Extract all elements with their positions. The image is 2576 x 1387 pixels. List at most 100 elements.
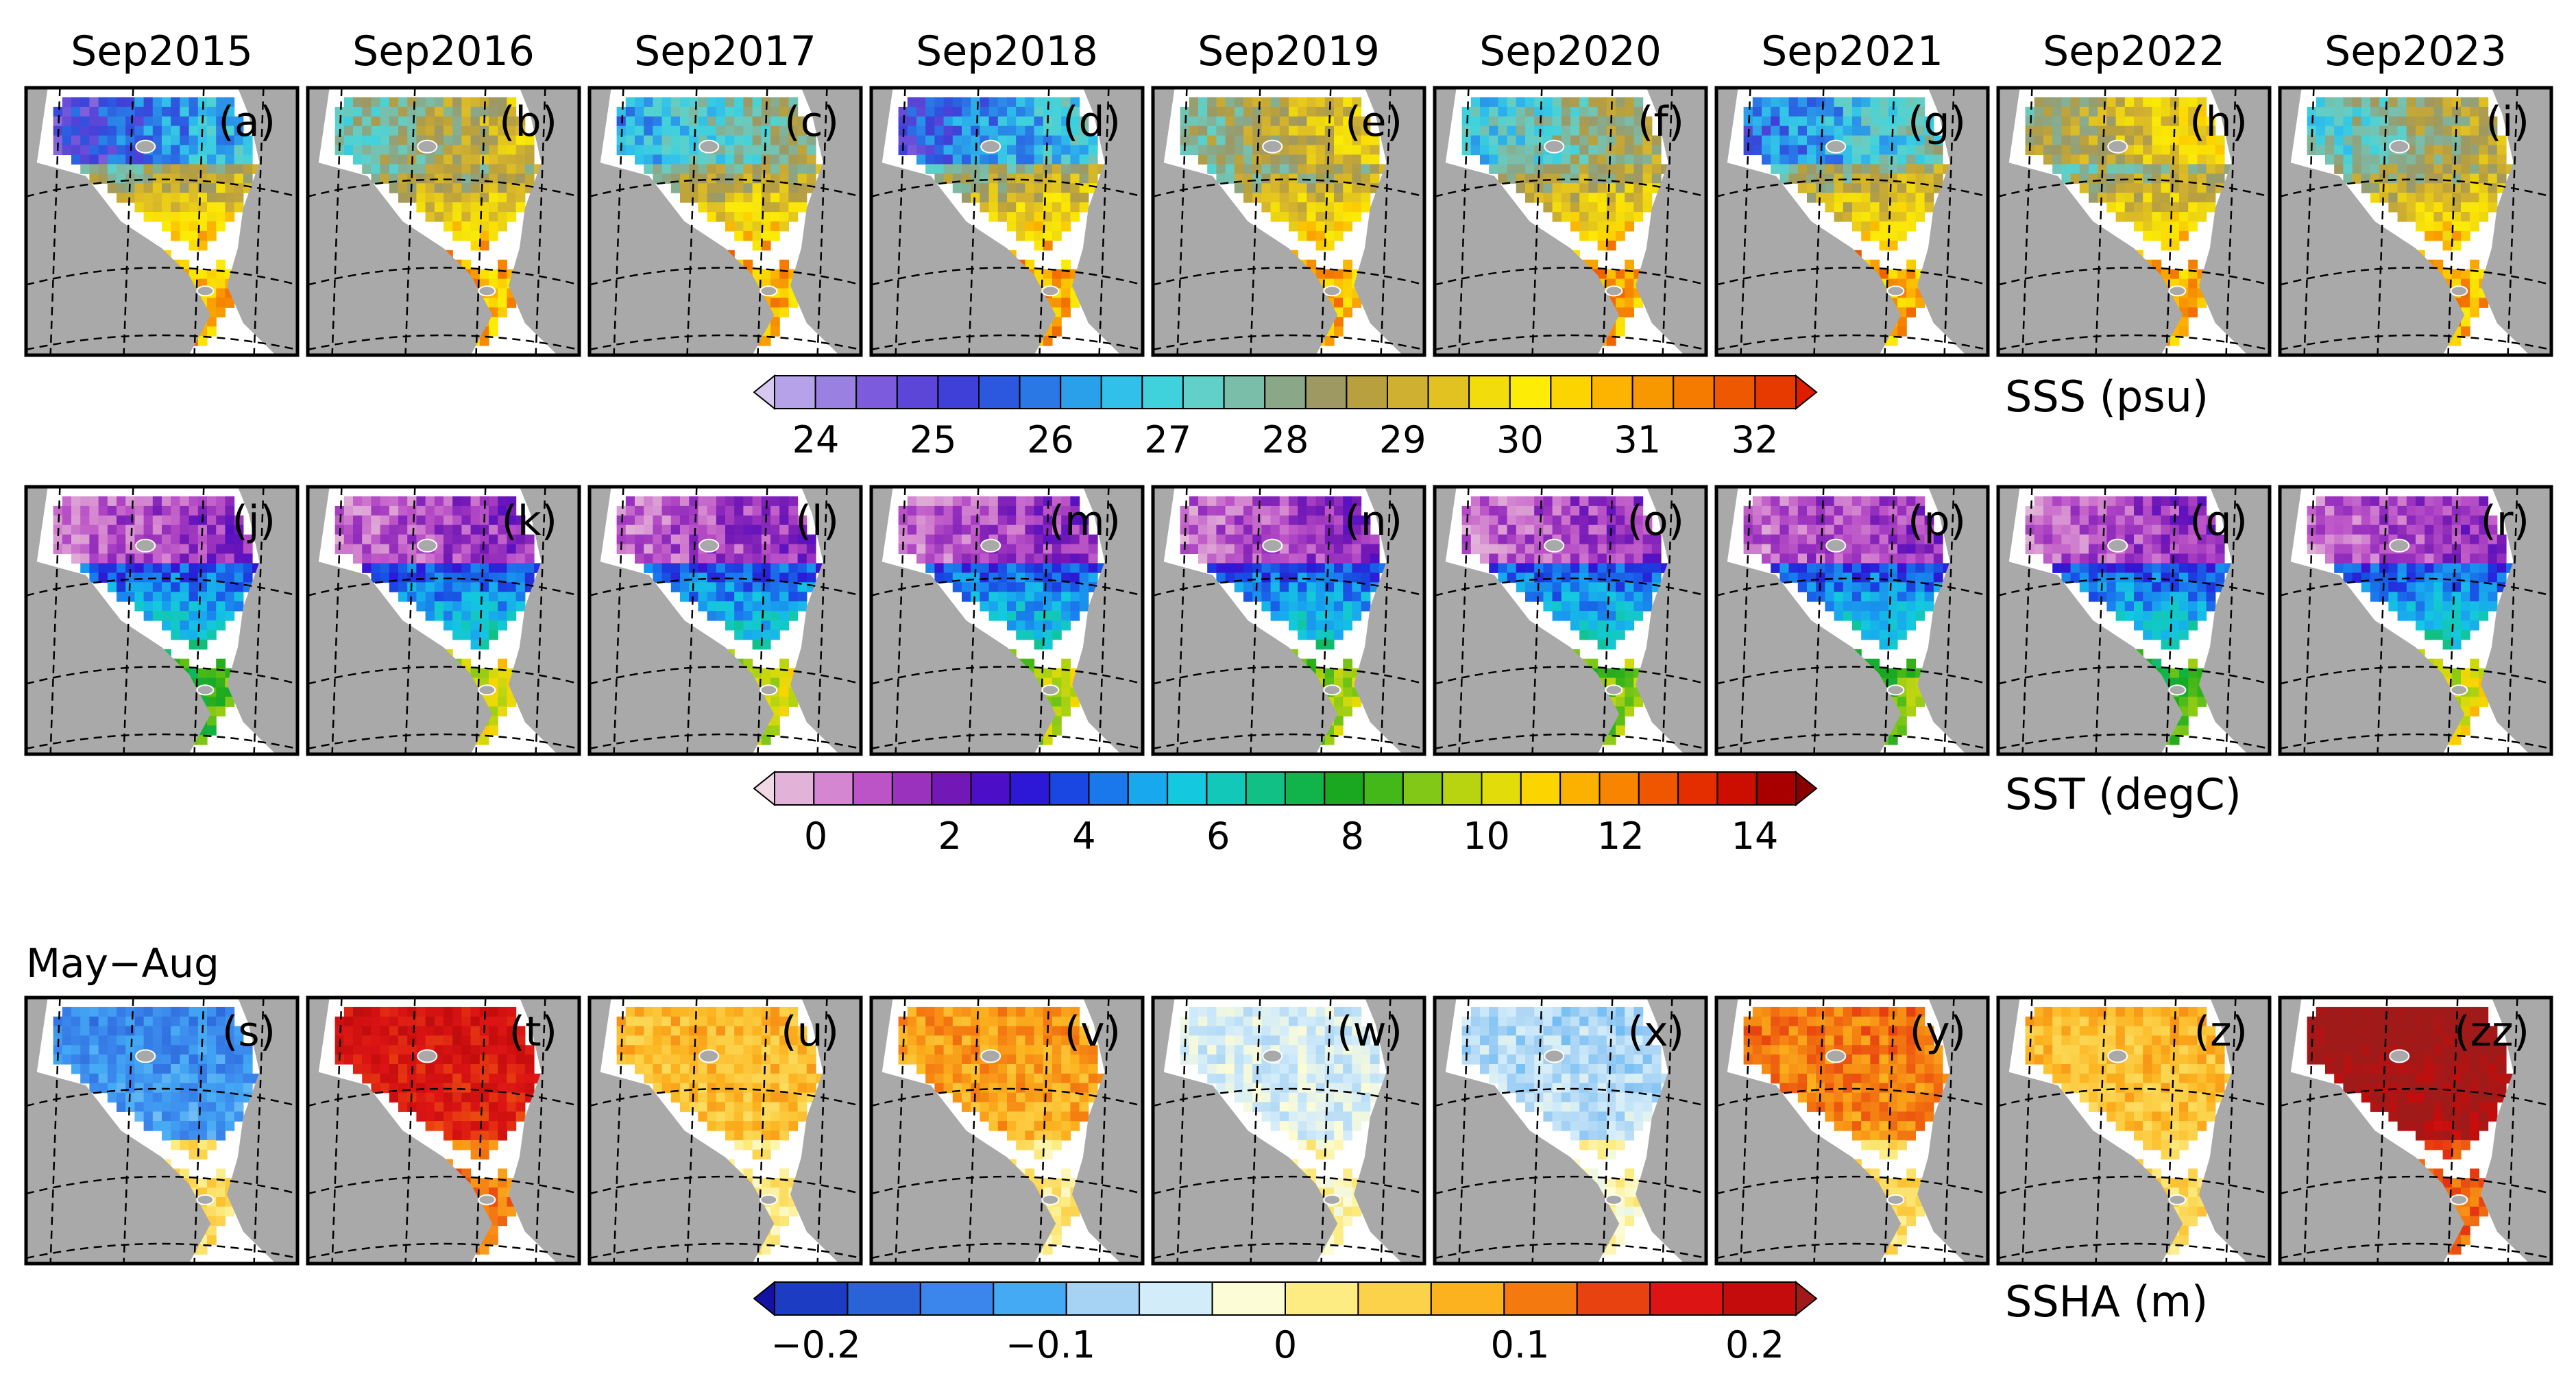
- heat-cell: [171, 611, 180, 621]
- heat-cell: [2433, 145, 2444, 156]
- heat-cell: [1606, 269, 1616, 280]
- heat-cell: [752, 269, 762, 280]
- heat-cell: [2334, 164, 2344, 174]
- heat-cell: [1052, 183, 1062, 193]
- heat-cell: [1289, 212, 1298, 222]
- heat-cell: [470, 154, 481, 165]
- heat-cell: [1525, 106, 1535, 117]
- heat-cell: [189, 154, 199, 165]
- heat-cell: [498, 582, 507, 592]
- heat-cell: [1370, 173, 1380, 184]
- heat-cell: [1480, 116, 1490, 127]
- heat-cell: [1270, 116, 1280, 127]
- heat-cell: [180, 620, 190, 631]
- heat-cell: [625, 515, 635, 526]
- heat-cell: [134, 505, 145, 516]
- heat-cell: [2379, 125, 2389, 136]
- heat-cell: [443, 620, 453, 631]
- heat-cell: [180, 534, 190, 545]
- heat-cell: [2179, 164, 2189, 174]
- heat-cell: [362, 505, 372, 516]
- heat-cell: [689, 534, 698, 545]
- heat-cell: [416, 515, 426, 526]
- heat-cell: [770, 230, 780, 241]
- heat-cell: [1616, 202, 1625, 213]
- heat-cell: [962, 193, 971, 203]
- heat-cell: [1307, 193, 1317, 203]
- heat-cell: [2361, 164, 2371, 174]
- heat-cell: [2406, 164, 2416, 174]
- heat-cell: [225, 154, 235, 165]
- heat-cell: [997, 183, 1008, 193]
- heat-cell: [425, 97, 435, 108]
- heat-cell: [107, 164, 117, 174]
- heat-cell: [2470, 212, 2479, 222]
- heat-cell: [1933, 173, 1943, 184]
- heat-cell: [1597, 230, 1607, 241]
- heat-cell: [698, 116, 708, 127]
- heat-cell: [1552, 202, 1562, 213]
- heat-cell: [1588, 212, 1599, 222]
- longitude-line: [475, 87, 487, 356]
- heat-cell: [788, 212, 799, 222]
- heat-cell: [507, 116, 517, 127]
- heat-cell: [2206, 202, 2216, 213]
- heat-cell: [670, 496, 681, 507]
- heat-cell: [661, 534, 672, 545]
- heat-cell: [162, 582, 171, 592]
- heat-cell: [398, 544, 408, 555]
- heat-cell: [189, 601, 199, 612]
- heat-cell: [2461, 125, 2470, 136]
- heat-cell: [1570, 116, 1580, 127]
- heat-cell: [2152, 230, 2162, 241]
- heat-cell: [1334, 106, 1344, 117]
- heat-cell: [461, 154, 472, 165]
- heat-cell: [1906, 164, 1916, 174]
- heat-cell: [171, 582, 180, 592]
- heat-cell: [470, 164, 481, 174]
- heat-cell: [1061, 193, 1071, 203]
- heat-cell: [389, 164, 399, 174]
- heat-cell: [2043, 135, 2053, 146]
- heat-cell: [2089, 183, 2098, 193]
- heat-cell: [171, 212, 180, 222]
- heat-cell: [98, 173, 108, 184]
- heat-cell: [234, 173, 244, 184]
- heat-cell: [1480, 154, 1490, 165]
- heat-cell: [1315, 202, 1326, 213]
- heat-cell: [635, 145, 644, 156]
- heat-cell: [997, 193, 1008, 203]
- heat-cell: [380, 145, 390, 156]
- heat-cell: [1334, 183, 1344, 193]
- heat-cell: [779, 202, 789, 213]
- heat-cell: [1897, 183, 1907, 193]
- heat-cell: [2442, 202, 2453, 213]
- heat-cell: [1016, 106, 1025, 117]
- heat-cell: [743, 164, 753, 174]
- heat-cell: [1324, 145, 1335, 156]
- heat-cell: [1298, 97, 1307, 108]
- heat-cell: [1298, 193, 1307, 203]
- heat-cell: [143, 164, 154, 174]
- heat-cell: [1597, 202, 1607, 213]
- heat-cell: [1334, 212, 1344, 222]
- heat-cell: [2079, 183, 2089, 193]
- island-shape: [2168, 285, 2187, 297]
- heat-cell: [407, 534, 417, 545]
- latitude-line: [25, 267, 298, 286]
- heat-cell: [371, 125, 381, 136]
- heat-cell: [470, 572, 481, 583]
- heat-cell: [152, 116, 162, 127]
- heat-cell: [1597, 240, 1607, 251]
- heat-cell: [62, 534, 72, 545]
- heat-cell: [80, 515, 90, 526]
- heat-cell: [461, 183, 472, 193]
- heat-cell: [1315, 97, 1326, 108]
- heat-cell: [380, 154, 390, 165]
- heat-cell: [470, 193, 481, 203]
- heat-cell: [743, 212, 753, 222]
- heat-cell: [1843, 183, 1853, 193]
- heat-cell: [2089, 145, 2098, 156]
- heat-cell: [1034, 183, 1044, 193]
- heat-cell: [1516, 145, 1526, 156]
